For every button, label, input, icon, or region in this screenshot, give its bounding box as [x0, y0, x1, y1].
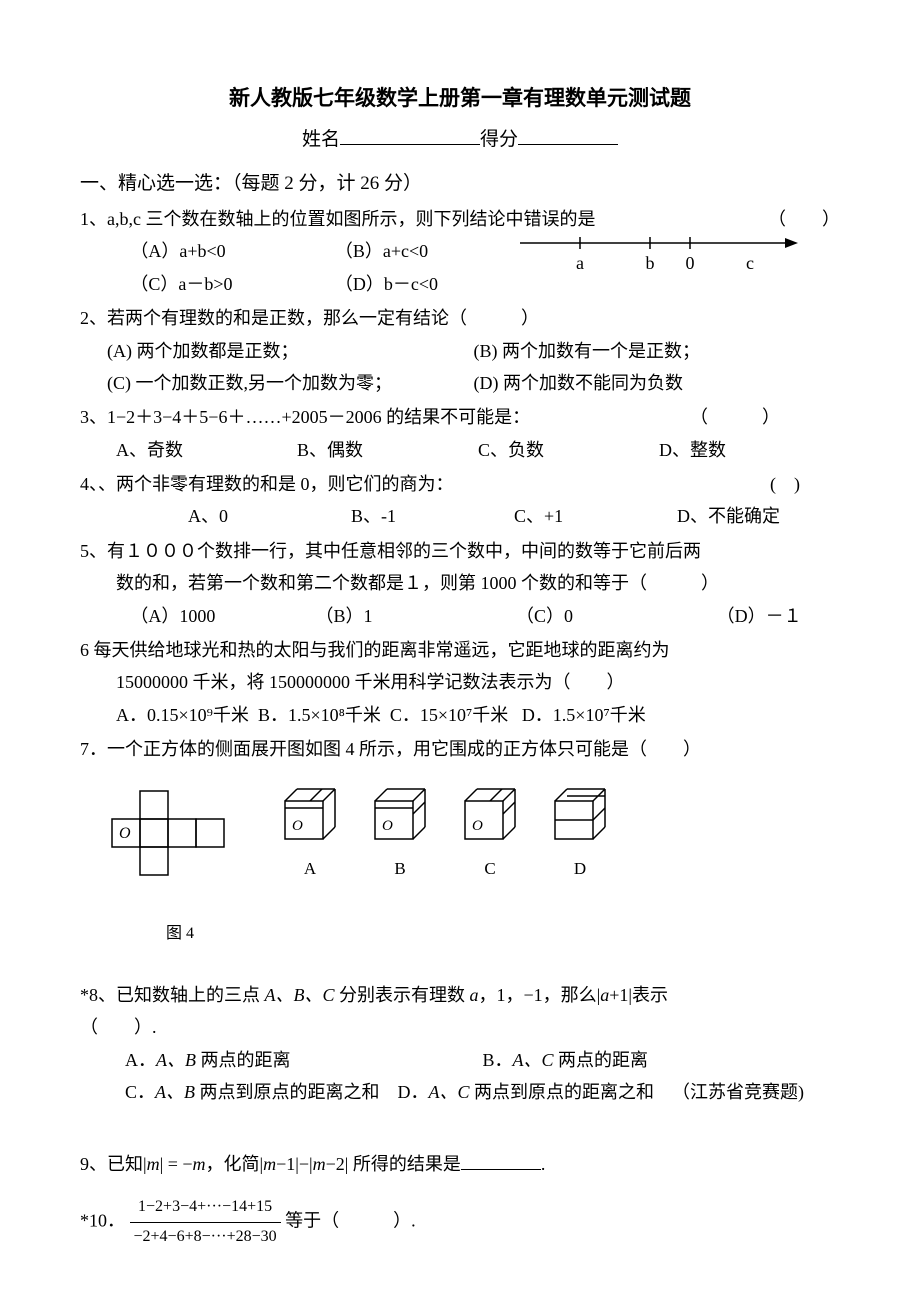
q5: 5、有１０００个数排一行，其中任意相邻的三个数中，中间的数等于它前后两 数的和，…: [80, 535, 840, 632]
q8-opts-cd: C．A、B 两点到原点的距离之和 D．A、C 两点到原点的距离之和 （江苏省竞赛…: [80, 1076, 840, 1108]
q9: 9、已知|m| = −m，化简|m−1|−|m−2| 所得的结果是.: [80, 1148, 840, 1180]
q7-cube-c: O C: [460, 786, 520, 885]
q3-opt-d: D、整数: [659, 434, 840, 466]
q2-opt-c: (C) 一个加数正数,另一个加数为零；: [107, 367, 474, 399]
q2-opt-d: (D) 两个加数不能同为负数: [474, 367, 841, 399]
q6-text1: 6 每天供给地球光和热的太阳与我们的距离非常遥远，它距地球的距离约为: [80, 634, 840, 666]
q2-opt-b: (B) 两个加数有一个是正数；: [474, 335, 841, 367]
q1-number-line: a b 0 c: [520, 229, 800, 285]
q6-opt-d: D．1.5×10⁷千米: [522, 705, 646, 725]
page-title: 新人教版七年级数学上册第一章有理数单元测试题: [80, 80, 840, 118]
q4-opt-b: B、-1: [351, 500, 514, 532]
q7-label-b: B: [394, 854, 405, 885]
q8-t4: +1|表示: [609, 985, 668, 1005]
score-blank: [518, 122, 618, 145]
q8-line1: *8、已知数轴上的三点 A、B、C 分别表示有理数 a，1，−1，那么|a+1|…: [80, 979, 840, 1011]
q4-text: 4、、两个非零有理数的和是 0，则它们的商为：: [80, 468, 454, 500]
q5-opt-c: （C）0: [516, 600, 717, 632]
q8-paren: （ ）.: [80, 1011, 840, 1043]
svg-text:b: b: [646, 253, 655, 273]
q3-opt-c: C、负数: [478, 434, 659, 466]
q8-opt-d: D．A、C 两点到原点的距离之和: [398, 1082, 655, 1102]
q7-label-a: A: [304, 854, 316, 885]
q8-prefix: *8、已知数轴上的三点: [80, 985, 265, 1005]
q1-opt-c: （C）a－b>0: [130, 268, 330, 300]
name-label: 姓名: [302, 129, 340, 150]
q7-cube-a: O A: [280, 786, 340, 885]
q2-opt-a: (A) 两个加数都是正数；: [107, 335, 474, 367]
q8-abc: A、B、C: [265, 985, 335, 1005]
q3-opt-a: A、奇数: [116, 434, 297, 466]
q4-opt-d: D、不能确定: [677, 500, 840, 532]
svg-text:O: O: [472, 818, 483, 834]
q8-opt-c: C．A、B 两点到原点的距离之和: [125, 1082, 380, 1102]
q10-suffix: 等于（ ）.: [285, 1210, 416, 1230]
svg-text:0: 0: [686, 253, 695, 273]
q1-opt-d: （D）b－c<0: [335, 268, 535, 300]
q6-text2: 15000000 千米，将 150000000 千米用科学记数法表示为（ ）: [80, 666, 840, 698]
q5-text1: 5、有１０００个数排一行，其中任意相邻的三个数中，中间的数等于它前后两: [80, 535, 840, 567]
q8-src: （江苏省竞赛题): [672, 1082, 804, 1102]
q1: 1、a,b,c 三个数在数轴上的位置如图所示，则下列结论中错误的是 （ ） （A…: [80, 203, 840, 300]
svg-text:O: O: [119, 825, 131, 842]
q3-opt-b: B、偶数: [297, 434, 478, 466]
q9-blank: [461, 1149, 541, 1171]
q5-opt-d: （D）－１: [717, 600, 840, 632]
q4-opt-a: A、0: [188, 500, 351, 532]
q6: 6 每天供给地球光和热的太阳与我们的距离非常遥远，它距地球的距离约为 15000…: [80, 634, 840, 731]
svg-text:c: c: [746, 253, 754, 273]
name-score-line: 姓名 得分: [80, 122, 840, 157]
q8-t3: ，1，−1，那么|: [479, 985, 601, 1005]
q8-opt-b: B．A、C 两点的距离: [483, 1044, 841, 1076]
q4-opt-c: C、+1: [514, 500, 677, 532]
score-label: 得分: [480, 129, 518, 150]
q5-opt-a: （A）1000: [130, 600, 315, 632]
q2: 2、若两个有理数的和是正数，那么一定有结论（ ） (A) 两个加数都是正数； (…: [80, 302, 840, 399]
q10-den: −2+4−6+8−···+28−30: [130, 1223, 281, 1252]
q7-label-d: D: [574, 854, 586, 885]
q7-cube-d: D: [550, 786, 610, 885]
q4: 4、、两个非零有理数的和是 0，则它们的商为： ( ) A、0 B、-1 C、+…: [80, 468, 840, 533]
q3-paren: （ ）: [690, 401, 780, 433]
section1-head: 一、精心选一选：（每题 2 分，计 26 分）: [80, 167, 840, 201]
q10-prefix: *10．: [80, 1210, 125, 1230]
q6-opt-a: A．0.15×10⁹千米: [116, 705, 249, 725]
q10-fraction: 1−2+3−4+···−14+15 −2+4−6+8−···+28−30: [130, 1193, 281, 1252]
q8-t2: 分别表示有理数: [335, 985, 470, 1005]
q7-label-c: C: [484, 854, 495, 885]
q10-num: 1−2+3−4+···−14+15: [130, 1193, 281, 1223]
q2-text: 2、若两个有理数的和是正数，那么一定有结论（ ）: [80, 302, 840, 334]
q1-opt-b: （B）a+c<0: [335, 235, 535, 267]
number-line-svg: a b 0 c: [520, 229, 800, 275]
q8: *8、已知数轴上的三点 A、B、C 分别表示有理数 a，1，−1，那么|a+1|…: [80, 979, 840, 1109]
q8-a1: a: [470, 985, 479, 1005]
q5-text2: 数的和，若第一个数和第二个数都是１，则第 1000 个数的和等于（ ）: [80, 567, 840, 599]
q7-figures: O 图 4 O A: [110, 786, 840, 949]
q6-opt-b: B．1.5×10⁸千米: [258, 705, 381, 725]
fig4-label: 图 4: [110, 920, 250, 949]
q6-opt-c: C．15×10⁷千米: [390, 705, 508, 725]
q8-a2: a: [600, 985, 609, 1005]
q3: 3、1−2＋3−4＋5−6＋……+2005－2006 的结果不可能是： （ ） …: [80, 401, 840, 466]
q8-opt-a: A．A、B 两点的距离: [125, 1044, 483, 1076]
q4-paren: ( ): [770, 468, 800, 500]
q7-cube-b: O B: [370, 786, 430, 885]
q1-text: 1、a,b,c 三个数在数轴上的位置如图所示，则下列结论中错误的是: [80, 203, 595, 235]
svg-text:O: O: [382, 818, 393, 834]
q7: 7．一个正方体的侧面展开图如图 4 所示，用它围成的正方体只可能是（ ） O 图…: [80, 733, 840, 949]
name-blank: [340, 122, 480, 145]
q5-opt-b: （B）1: [316, 600, 517, 632]
q10: *10． 1−2+3−4+···−14+15 −2+4−6+8−···+28−3…: [80, 1193, 840, 1252]
q7-text: 7．一个正方体的侧面展开图如图 4 所示，用它围成的正方体只可能是（ ）: [80, 733, 840, 765]
q7-net: O 图 4: [110, 786, 250, 949]
q1-opt-a: （A）a+b<0: [130, 235, 330, 267]
q3-text: 3、1−2＋3−4＋5−6＋……+2005－2006 的结果不可能是：: [80, 401, 530, 433]
svg-text:a: a: [576, 253, 584, 273]
svg-text:O: O: [292, 818, 303, 834]
